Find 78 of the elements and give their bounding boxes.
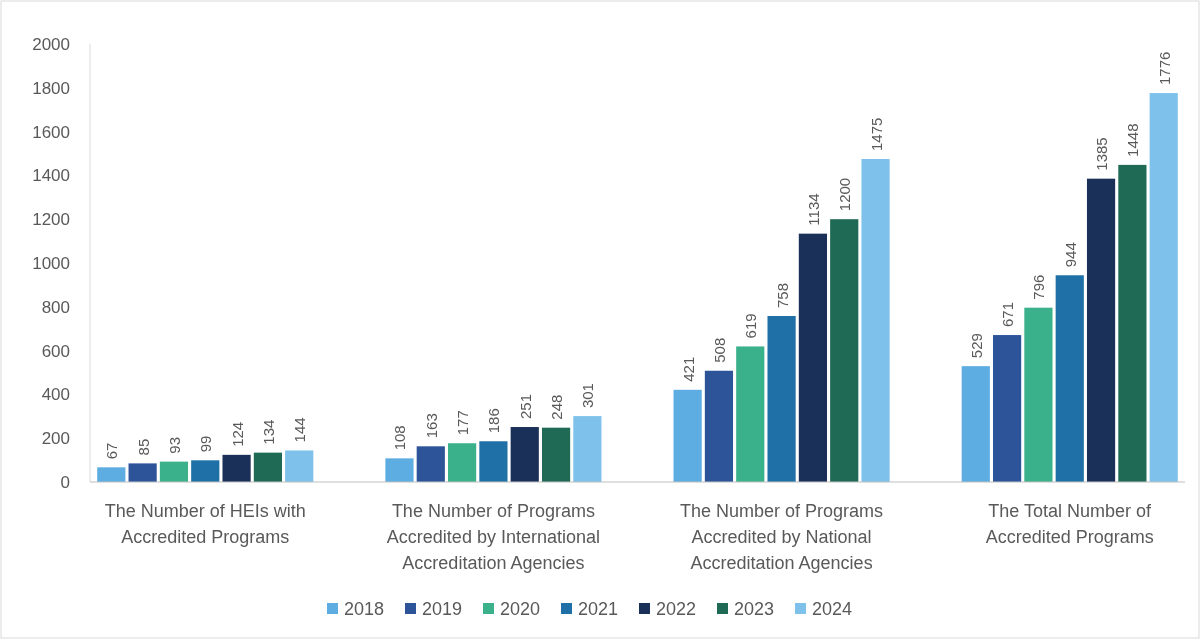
legend-label: 2024 xyxy=(812,599,853,620)
bar xyxy=(448,443,477,482)
bar xyxy=(385,458,414,482)
bar xyxy=(128,463,157,482)
bar xyxy=(510,427,539,482)
y-tick-label: 0 xyxy=(60,472,70,492)
data-label: 1776 xyxy=(1155,51,1173,86)
legend-label: 2020 xyxy=(500,599,541,620)
legend-label: 2023 xyxy=(734,599,775,620)
y-tick-label: 400 xyxy=(41,385,70,405)
y-tick-label: 1200 xyxy=(32,210,70,230)
bar xyxy=(673,389,702,482)
bar xyxy=(541,427,571,482)
y-tick-label: 600 xyxy=(41,341,70,361)
data-label: 248 xyxy=(548,394,566,420)
legend-label: 2021 xyxy=(578,599,619,620)
bar xyxy=(993,335,1022,482)
y-tick-label: 1000 xyxy=(32,253,70,273)
bar xyxy=(704,370,734,482)
y-tick-label: 2000 xyxy=(32,34,70,54)
legend-label: 2018 xyxy=(344,599,385,620)
data-label: 619 xyxy=(742,313,760,339)
y-tick-label: 200 xyxy=(41,429,70,449)
data-label: 108 xyxy=(391,425,409,451)
bar xyxy=(479,441,508,482)
bar xyxy=(767,316,796,482)
data-label: 144 xyxy=(291,417,309,443)
data-label: 93 xyxy=(165,436,183,454)
data-label: 1448 xyxy=(1124,123,1142,157)
data-label: 301 xyxy=(579,383,597,409)
data-label: 1385 xyxy=(1093,137,1111,171)
data-label: 251 xyxy=(516,394,534,420)
x-tick-label: The Number of HEIs with Accredited Programs xyxy=(104,501,306,547)
data-label: 134 xyxy=(259,419,277,445)
legend-label: 2022 xyxy=(656,599,697,620)
data-label: 1200 xyxy=(836,177,854,212)
y-tick-label: 800 xyxy=(41,297,70,317)
bar xyxy=(222,454,251,482)
bar xyxy=(253,452,282,482)
data-label: 758 xyxy=(773,282,791,308)
data-label: 186 xyxy=(485,408,503,434)
x-tick-label: The Number of Programs Accredited by International Accreditation Agencies xyxy=(386,501,600,573)
bar xyxy=(798,233,827,482)
bar xyxy=(1055,275,1084,482)
data-label: 671 xyxy=(999,302,1017,328)
bar xyxy=(285,450,314,482)
bar xyxy=(159,461,189,482)
data-label: 124 xyxy=(228,421,246,447)
y-tick-label: 1400 xyxy=(32,166,70,186)
data-label: 177 xyxy=(454,410,472,436)
data-label: 508 xyxy=(710,337,728,363)
x-tick-label: The Number of Programs Accredited by National Accreditation Agencies xyxy=(680,501,884,573)
data-label: 529 xyxy=(967,333,985,359)
legend-label: 2019 xyxy=(422,599,463,620)
bar xyxy=(1024,307,1053,482)
bar xyxy=(861,158,890,482)
bar xyxy=(191,460,220,482)
bar xyxy=(736,346,765,482)
data-label: 85 xyxy=(134,438,152,456)
data-label: 1475 xyxy=(867,117,885,151)
data-label: 944 xyxy=(1061,242,1079,268)
bar xyxy=(1086,178,1116,482)
y-tick-label: 1600 xyxy=(32,122,70,142)
bar xyxy=(830,219,859,482)
bar xyxy=(416,446,445,482)
bar xyxy=(1118,164,1147,482)
y-tick-label: 1800 xyxy=(32,78,70,98)
data-label: 163 xyxy=(422,413,440,439)
x-tick-label: The Total Number of Accredited Programs xyxy=(985,501,1154,547)
data-label: 67 xyxy=(103,442,121,460)
bar xyxy=(961,366,990,482)
data-label: 796 xyxy=(1030,274,1048,300)
bar xyxy=(573,416,602,482)
data-label: 421 xyxy=(679,356,697,382)
data-label: 1134 xyxy=(804,193,822,226)
bar xyxy=(97,467,126,482)
bar xyxy=(1149,93,1178,482)
data-label: 99 xyxy=(197,435,215,453)
